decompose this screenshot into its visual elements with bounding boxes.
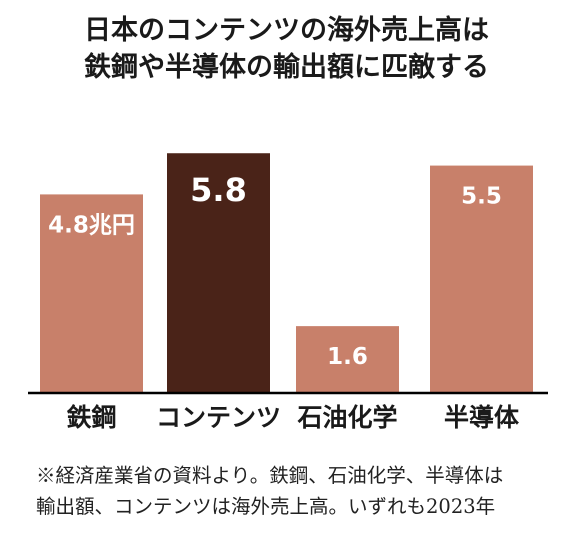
title-line-2: 鉄鋼や半導体の輸出額に匹敵する bbox=[84, 52, 489, 83]
category-label-1: 鉄鋼 bbox=[66, 403, 116, 432]
source-note: ※経済産業省の資料より。鉄鋼、石油化学、半導体は 輸出額、コンテンツは海外売上高… bbox=[36, 460, 556, 522]
title-line-1: 日本のコンテンツの海外売上高は bbox=[84, 15, 489, 46]
note-line-1: ※経済産業省の資料より。鉄鋼、石油化学、半導体は bbox=[36, 464, 504, 487]
category-label-3: 石油化学 bbox=[296, 403, 397, 432]
chart-title: 日本のコンテンツの海外売上高は 鉄鋼や半導体の輸出額に匹敵する bbox=[0, 12, 573, 86]
bar-value-label-2: 5.8 bbox=[190, 171, 247, 209]
bar-value-label-3: 1.6 bbox=[327, 344, 368, 370]
bar-value-label-1: 4.8兆円 bbox=[48, 212, 135, 238]
bar-3 bbox=[296, 326, 399, 392]
category-label-2: コンテンツ bbox=[156, 403, 281, 432]
bar-2 bbox=[167, 153, 270, 392]
note-line-2: 輸出額、コンテンツは海外売上高。いずれも2023年 bbox=[36, 495, 496, 518]
bar-value-label-4: 5.5 bbox=[461, 184, 502, 210]
bar-1 bbox=[40, 194, 143, 392]
bar-4 bbox=[430, 165, 533, 392]
category-label-4: 半導体 bbox=[444, 403, 520, 432]
